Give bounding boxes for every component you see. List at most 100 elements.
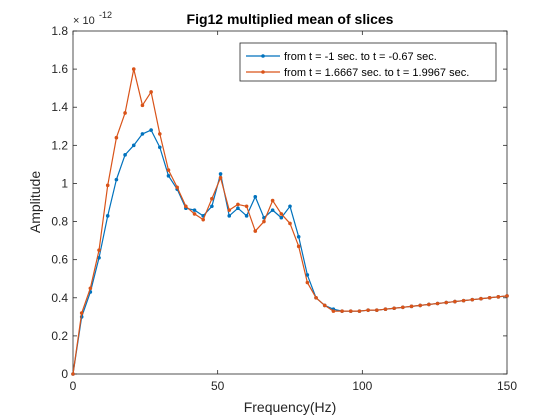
data-point <box>470 297 475 302</box>
legend: from t = -1 sec. to t = -0.67 sec. from … <box>239 42 497 82</box>
data-point <box>97 248 101 252</box>
x-tick-label: 0 <box>70 379 77 393</box>
data-point <box>409 304 414 309</box>
data-point <box>131 67 136 71</box>
data-point <box>392 306 396 311</box>
data-point <box>105 214 110 218</box>
x-tick-label: 50 <box>211 379 225 393</box>
data-point <box>348 309 353 313</box>
series-2 <box>71 67 509 376</box>
data-point <box>296 235 301 239</box>
legend-label-series-1: from t = -1 sec. to t = -0.67 sec. <box>284 51 437 63</box>
data-point <box>218 172 223 176</box>
data-point <box>435 301 440 306</box>
data-point <box>288 221 292 226</box>
data-point <box>453 299 457 304</box>
y-exponent-power: -12 <box>99 10 112 20</box>
data-point <box>375 308 379 312</box>
plot-area <box>72 30 508 375</box>
data-point <box>123 111 127 115</box>
y-tick-label: 1 <box>61 176 68 190</box>
data-point <box>340 309 344 313</box>
data-point <box>444 300 449 305</box>
data-point <box>496 295 501 299</box>
y-tick-label: 0 <box>61 367 68 381</box>
data-point <box>236 202 240 207</box>
legend-marker-series-1 <box>261 54 265 58</box>
data-point <box>322 303 327 308</box>
data-point <box>270 198 275 203</box>
y-tick-label: 0.6 <box>51 253 68 267</box>
data-point <box>210 204 214 209</box>
data-point <box>401 305 405 310</box>
legend-marker-series-2 <box>261 70 265 74</box>
data-point <box>418 303 423 308</box>
y-exponent-base: × 10 <box>73 15 95 27</box>
data-point <box>201 217 205 222</box>
data-point <box>166 168 171 172</box>
x-tick-label: 150 <box>497 379 517 393</box>
data-point <box>270 208 275 212</box>
data-point <box>88 286 93 291</box>
data-point <box>305 280 310 285</box>
data-point <box>461 298 466 303</box>
data-point <box>288 204 292 209</box>
data-point <box>79 311 84 315</box>
data-point <box>105 183 110 188</box>
data-point <box>427 302 431 307</box>
data-point <box>383 307 388 312</box>
data-point <box>158 145 162 150</box>
data-point <box>175 185 179 190</box>
data-point <box>479 296 483 301</box>
data-point <box>487 295 492 300</box>
data-point <box>227 214 232 218</box>
data-point <box>357 309 362 313</box>
y-tick-label: 1.2 <box>51 138 68 152</box>
data-point <box>236 206 240 211</box>
y-tick-label: 1.8 <box>51 24 68 38</box>
x-tick-label: 100 <box>352 379 372 393</box>
data-point <box>114 135 119 140</box>
data-point <box>184 204 188 209</box>
data-point <box>158 132 162 136</box>
data-point <box>505 294 509 298</box>
data-point <box>314 295 318 300</box>
legend-box <box>239 42 497 82</box>
y-axis-label: Amplitude <box>27 171 43 233</box>
data-point <box>279 212 284 216</box>
data-point <box>279 215 284 220</box>
data-point <box>71 372 75 376</box>
data-point <box>140 132 145 136</box>
legend-label-series-2: from t = 1.6667 sec. to t = 1.9967 sec. <box>284 67 469 79</box>
axis-ticks: 0 50 100 150 0 0.2 0.4 0.6 0.8 1 1.2 1.4 1.6 1.8 <box>51 24 517 393</box>
y-tick-label: 0.8 <box>51 215 68 229</box>
data-point <box>253 229 258 233</box>
data-point <box>305 273 310 277</box>
data-point <box>166 174 171 178</box>
data-point <box>244 214 249 218</box>
data-point <box>331 309 336 313</box>
series-layer <box>71 67 509 376</box>
data-point <box>131 143 136 148</box>
x-axis-label: Frequency(Hz) <box>244 399 337 415</box>
data-point <box>114 177 119 182</box>
y-tick-label: 1.4 <box>51 100 68 114</box>
data-point <box>149 128 153 132</box>
data-point <box>192 208 197 212</box>
y-tick-label: 1.6 <box>51 62 68 76</box>
data-point <box>253 194 258 199</box>
data-point <box>97 255 101 260</box>
chart-title: Fig12 multiplied mean of slices <box>187 11 394 27</box>
data-point <box>123 153 127 157</box>
y-tick-label: 0.2 <box>51 329 68 343</box>
data-point <box>218 175 223 180</box>
data-point <box>192 212 197 216</box>
data-point <box>296 244 301 249</box>
data-point <box>149 90 153 94</box>
data-point <box>140 103 145 108</box>
y-tick-label: 0.4 <box>51 291 68 305</box>
data-point <box>366 308 370 312</box>
data-point <box>244 204 249 209</box>
data-point <box>227 208 232 212</box>
